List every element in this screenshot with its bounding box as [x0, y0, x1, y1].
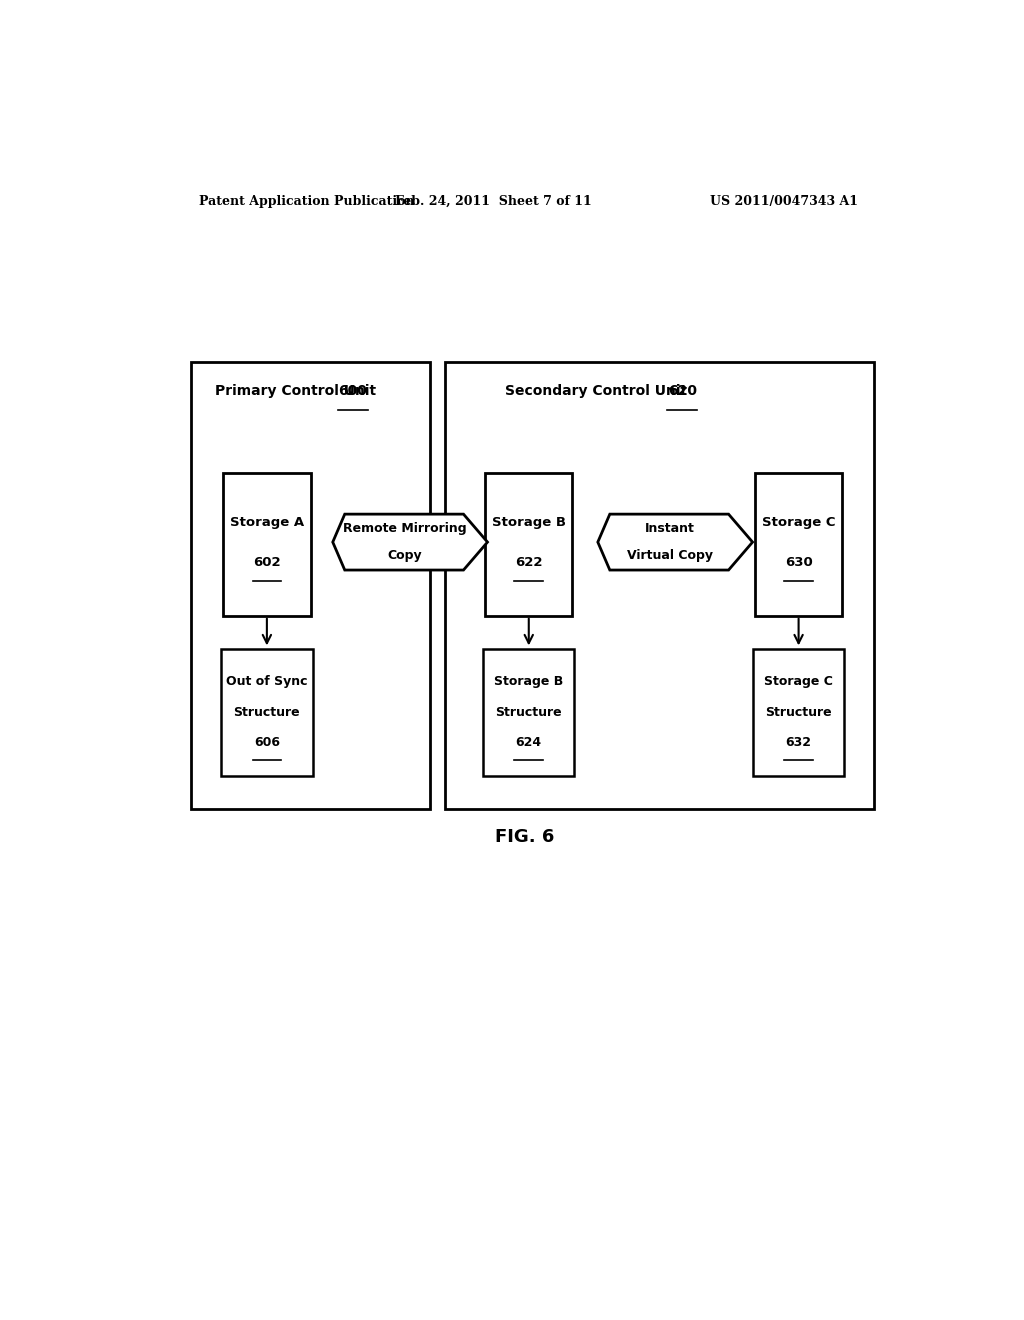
Text: Storage C: Storage C	[762, 516, 836, 529]
Bar	[191, 362, 430, 809]
Text: 602: 602	[253, 557, 281, 569]
Text: 600: 600	[338, 384, 368, 399]
Text: Structure: Structure	[233, 706, 300, 719]
Text: Storage A: Storage A	[229, 516, 304, 529]
Bar	[445, 362, 874, 809]
Bar	[485, 474, 572, 615]
Text: 630: 630	[784, 557, 812, 569]
Text: 622: 622	[515, 557, 543, 569]
Bar	[753, 649, 844, 776]
Text: Storage C: Storage C	[764, 676, 834, 688]
Text: 606: 606	[254, 737, 280, 750]
Bar	[755, 474, 842, 615]
Text: 632: 632	[785, 737, 812, 750]
Text: FIG. 6: FIG. 6	[496, 829, 554, 846]
Bar	[221, 649, 312, 776]
Text: Remote Mirroring: Remote Mirroring	[343, 523, 467, 536]
Text: Structure: Structure	[496, 706, 562, 719]
Text: Storage B: Storage B	[495, 676, 563, 688]
Text: Storage B: Storage B	[492, 516, 566, 529]
Bar	[223, 474, 310, 615]
Text: 624: 624	[516, 737, 542, 750]
Text: Primary Control Unit: Primary Control Unit	[215, 384, 381, 399]
Text: Feb. 24, 2011  Sheet 7 of 11: Feb. 24, 2011 Sheet 7 of 11	[394, 194, 592, 207]
Text: Copy: Copy	[387, 549, 422, 562]
Text: Patent Application Publication: Patent Application Publication	[200, 194, 415, 207]
Text: Secondary Control Unit: Secondary Control Unit	[505, 384, 692, 399]
Text: Out of Sync: Out of Sync	[226, 676, 307, 688]
Text: Virtual Copy: Virtual Copy	[627, 549, 713, 562]
Text: Instant: Instant	[645, 523, 694, 536]
Text: 620: 620	[668, 384, 696, 399]
Polygon shape	[333, 515, 487, 570]
Text: US 2011/0047343 A1: US 2011/0047343 A1	[710, 194, 858, 207]
Polygon shape	[598, 515, 753, 570]
Bar	[483, 649, 574, 776]
Text: Structure: Structure	[765, 706, 831, 719]
